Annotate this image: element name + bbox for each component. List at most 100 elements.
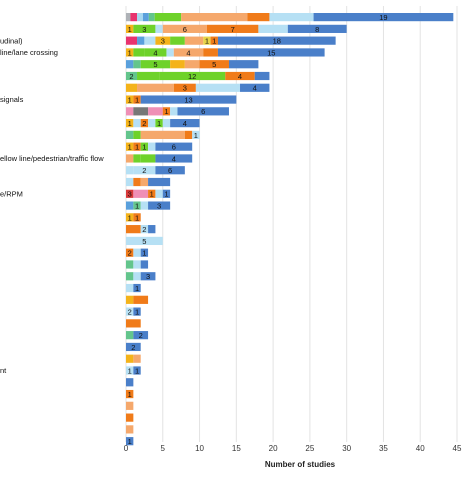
bar-segment: [126, 119, 134, 128]
bar-segment: [126, 260, 134, 269]
bar-data-label: 1: [135, 95, 139, 104]
bar-row: [126, 413, 134, 422]
bar-segment: [126, 378, 134, 387]
bar-data-label: 1: [194, 131, 198, 140]
bar-segment: [140, 260, 149, 269]
gridlines: [125, 6, 458, 442]
bar-data-label: 4: [172, 154, 176, 163]
bar-segment: [126, 177, 134, 187]
bar-data-label: 1: [135, 201, 139, 210]
category-label: nt: [0, 366, 7, 375]
bar-segment: [130, 13, 138, 22]
bar-data-label: 1: [157, 119, 161, 128]
bar-row: 2: [126, 331, 149, 340]
bar-segment: [133, 107, 149, 116]
bar-segment: [133, 130, 141, 139]
bar-segment: [155, 119, 163, 128]
bar-segment: [148, 119, 156, 128]
bar-segment: [126, 13, 131, 22]
category-label: udinal): [0, 36, 23, 45]
bar-segment: [126, 283, 134, 293]
x-tick-label: 25: [305, 444, 314, 453]
category-label: e/RPM: [0, 189, 23, 198]
bar-segment: [126, 95, 134, 104]
bar-segment: [126, 166, 134, 175]
bar-segment: [126, 225, 141, 234]
bar-segment: [192, 130, 200, 139]
bar-segment: [133, 177, 141, 187]
bar-row: 4: [126, 154, 193, 163]
bar-data-label: 1: [128, 119, 132, 128]
bar-segment: [173, 83, 196, 92]
bar-segment: [133, 201, 141, 210]
bar-data-label: 13: [184, 95, 192, 104]
bar-segment: [142, 13, 149, 22]
bar-data-label: 4: [238, 72, 242, 81]
bar-segment: [137, 83, 174, 92]
bar-segment: [126, 389, 134, 399]
bar-segment: [133, 307, 141, 316]
bar-segment: [133, 283, 141, 293]
bar-segment: [148, 142, 156, 151]
bar-data-label: 1: [128, 25, 132, 34]
bar-segment: [133, 24, 156, 33]
bar-segment: [155, 189, 163, 198]
x-tick-label: 45: [453, 444, 462, 453]
bar-segment: [206, 24, 259, 33]
bar-segment: [313, 13, 454, 22]
bar-segment: [155, 36, 171, 45]
x-tick-label: 20: [269, 444, 278, 453]
bar-row: [126, 260, 149, 269]
bar-row: [126, 177, 171, 187]
bar-segment: [140, 177, 149, 187]
bar-data-label: 4: [183, 119, 187, 128]
bar-segment: [184, 60, 200, 69]
bar-row: [126, 378, 134, 387]
bar-data-label: 1: [205, 37, 209, 46]
bar-data-label: 4: [253, 84, 257, 93]
bar-data-label: 18: [273, 37, 281, 46]
bar-row: 2 12 4: [126, 71, 270, 81]
bar-data-label: 5: [212, 60, 216, 69]
bar-segment: [126, 60, 134, 69]
bar-segment: [133, 154, 141, 163]
bar-data-label: 19: [379, 13, 387, 22]
bar-data-label: 1: [128, 213, 132, 222]
bar-segment: [228, 60, 259, 69]
bar-data-label: 3: [128, 190, 132, 199]
bar-segment: [199, 60, 229, 69]
bar-segment: [133, 331, 149, 340]
bar-segment: [126, 342, 141, 352]
bar-data-label: 2: [128, 308, 132, 317]
bar-data-label: 1: [128, 390, 132, 399]
bar-segment: [133, 366, 141, 375]
bar-segment: [140, 248, 149, 257]
bar-segment: [240, 83, 270, 92]
bar-data-label: 2: [142, 166, 146, 175]
bar-data-label: 1: [128, 366, 132, 375]
bar-segment: [126, 413, 134, 422]
bar-segment: [140, 272, 156, 281]
bar-segment: [133, 295, 149, 304]
bar-segment: [144, 48, 167, 57]
bar-segment: [133, 248, 141, 257]
bar-segment: [126, 83, 138, 92]
bar-segment: [155, 166, 185, 175]
bar-segment: [137, 13, 143, 22]
bar-segment: [210, 36, 218, 45]
bar-segment: [154, 13, 182, 22]
bar-segment: [170, 107, 178, 116]
bar-segment: [247, 13, 270, 22]
bar-segment: [140, 154, 156, 163]
bar-segment: [126, 130, 134, 139]
bar-segment: [170, 119, 200, 128]
bar-data-label: 1: [135, 308, 139, 317]
bar-row: [126, 425, 134, 434]
bar-segment: [140, 201, 149, 210]
